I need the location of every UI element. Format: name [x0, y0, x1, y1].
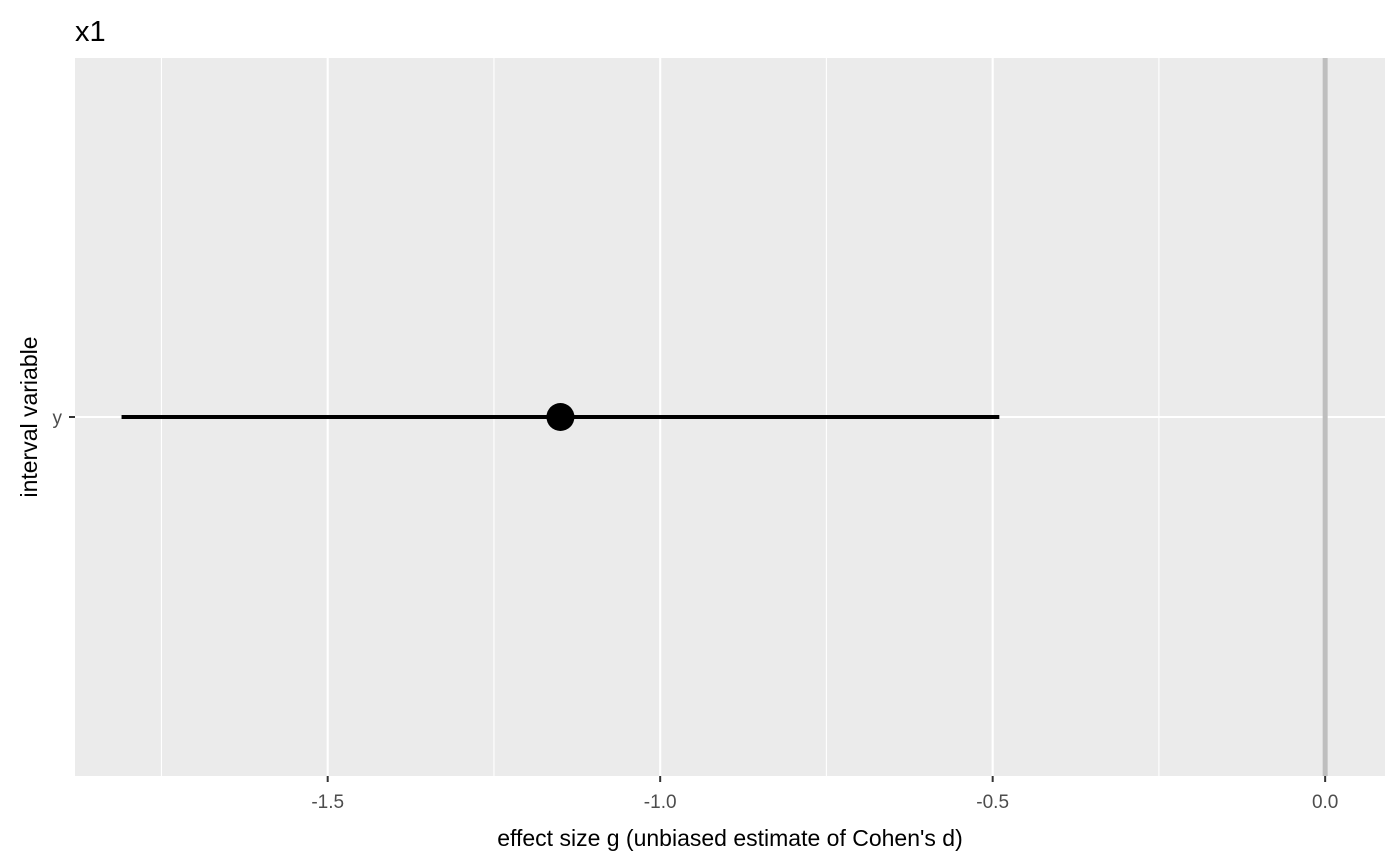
x-tick-label: -0.5 [976, 792, 1009, 813]
x-tick-label: -1.5 [311, 792, 344, 813]
point-estimate [546, 403, 575, 431]
x-axis-title: effect size g (unbiased estimate of Cohe… [497, 825, 963, 851]
x-axis: -1.5 -1.0 -0.5 0.0 [311, 776, 1338, 813]
y-tick-label: y [53, 408, 63, 429]
y-axis-title: interval variable [16, 336, 42, 497]
interval-marks [121, 403, 1000, 431]
y-axis: y [53, 408, 75, 429]
x-tick-label: 0.0 [1312, 792, 1338, 813]
chart-title: x1 [75, 16, 106, 48]
x-tick-label: -1.0 [644, 792, 677, 813]
